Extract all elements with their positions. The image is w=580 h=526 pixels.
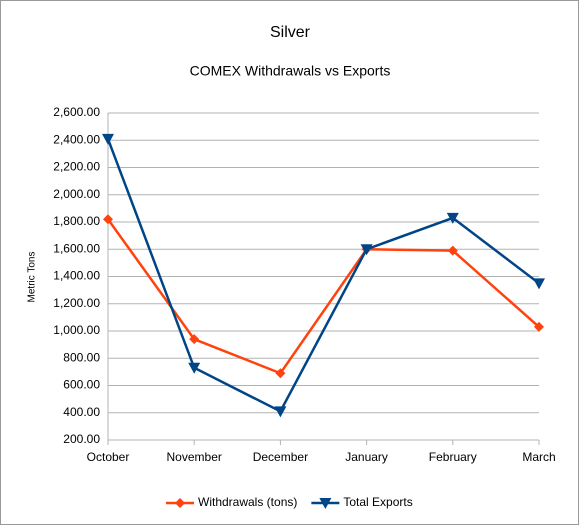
- point: [447, 245, 458, 256]
- y-tick-label: 2,600.00: [53, 105, 100, 119]
- legend-label: Total Exports: [343, 495, 412, 509]
- chart-subtitle: COMEX Withdrawals vs Exports: [190, 63, 391, 79]
- y-tick-label: 1,000.00: [53, 323, 100, 337]
- point: [103, 214, 113, 225]
- legend-marker: [319, 498, 332, 509]
- y-tick-label: 2,200.00: [53, 160, 100, 174]
- x-tick-label: October: [87, 450, 130, 464]
- point: [533, 278, 545, 290]
- point: [534, 321, 544, 332]
- x-tick-label: December: [253, 450, 308, 464]
- x-tick-label: March: [522, 450, 555, 464]
- x-tick-label: November: [167, 450, 222, 464]
- y-tick-label: 2,400.00: [53, 132, 100, 146]
- y-tick-label: 2,000.00: [53, 187, 100, 201]
- point: [275, 368, 286, 379]
- legend-label: Withdrawals (tons): [198, 495, 297, 509]
- point: [102, 133, 114, 145]
- chart-title: Silver: [270, 24, 311, 41]
- point: [360, 244, 373, 256]
- y-tick-label: 600.00: [63, 378, 100, 392]
- x-tick-label: January: [345, 450, 388, 464]
- point: [274, 406, 287, 418]
- x-tick-label: February: [429, 450, 477, 464]
- y-tick-label: 1,400.00: [53, 269, 100, 283]
- y-tick-label: 200.00: [63, 432, 100, 446]
- y-tick-label: 400.00: [63, 405, 100, 419]
- series-line: [106, 218, 540, 375]
- point: [446, 212, 459, 224]
- y-tick-label: 1,600.00: [53, 241, 100, 255]
- point: [188, 362, 201, 374]
- legend-marker: [175, 498, 185, 508]
- y-tick-label: 1,200.00: [53, 296, 100, 310]
- point: [189, 334, 200, 345]
- y-tick-label: 800.00: [63, 350, 100, 364]
- y-axis-label: Metric Tons: [27, 252, 38, 303]
- y-tick-label: 1,800.00: [53, 214, 100, 228]
- series-line: [106, 138, 540, 414]
